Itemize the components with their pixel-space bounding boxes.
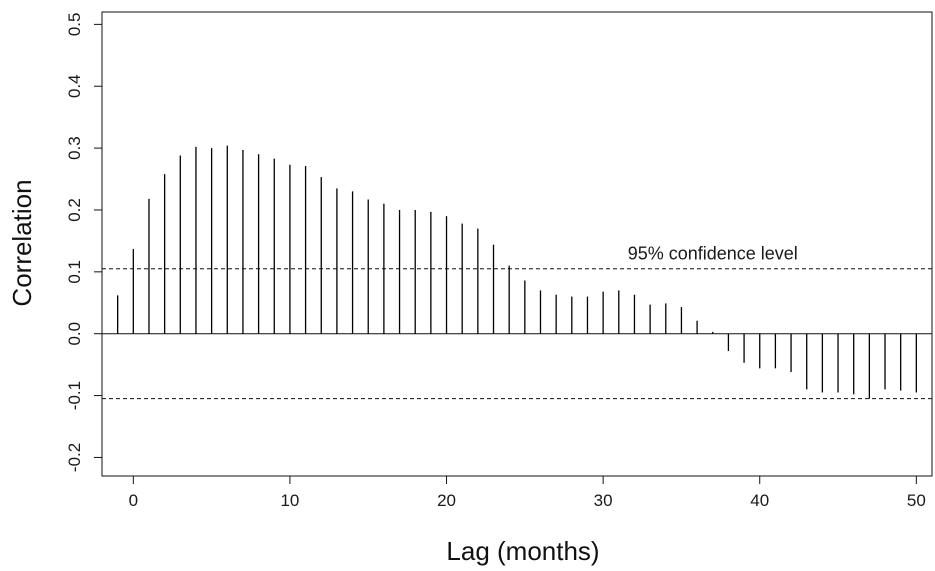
- x-tick-label-30: 30: [594, 491, 613, 510]
- y-axis: -0.2 -0.1 0.0 0.1 0.2 0.3 0.4 0.5: [65, 13, 102, 472]
- x-axis: 0 10 20 30 40 50: [129, 476, 926, 510]
- y-tick-label-5: 0.3: [65, 136, 84, 160]
- x-tick-label-40: 40: [750, 491, 769, 510]
- x-tick-label-0: 0: [129, 491, 138, 510]
- x-axis-title: Lag (months): [446, 536, 599, 566]
- y-tick-label-0: -0.2: [65, 443, 84, 472]
- y-tick-label-2: 0.0: [65, 322, 84, 346]
- y-tick-label-6: 0.4: [65, 74, 84, 98]
- y-tick-label-7: 0.5: [65, 13, 84, 37]
- correlation-bars: [117, 145, 917, 399]
- x-tick-label-10: 10: [280, 491, 299, 510]
- reference-lines: [102, 268, 932, 400]
- y-tick-label-4: 0.2: [65, 198, 84, 222]
- plot-frame: [101, 11, 933, 477]
- x-tick-label-20: 20: [437, 491, 456, 510]
- x-tick-label-50: 50: [907, 491, 926, 510]
- y-axis-title: Correlation: [7, 179, 37, 306]
- y-tick-label-1: -0.1: [65, 381, 84, 410]
- y-tick-label-3: 0.1: [65, 260, 84, 284]
- annotations: 95% confidence level: [628, 243, 798, 263]
- confidence-label: 95% confidence level: [628, 243, 798, 263]
